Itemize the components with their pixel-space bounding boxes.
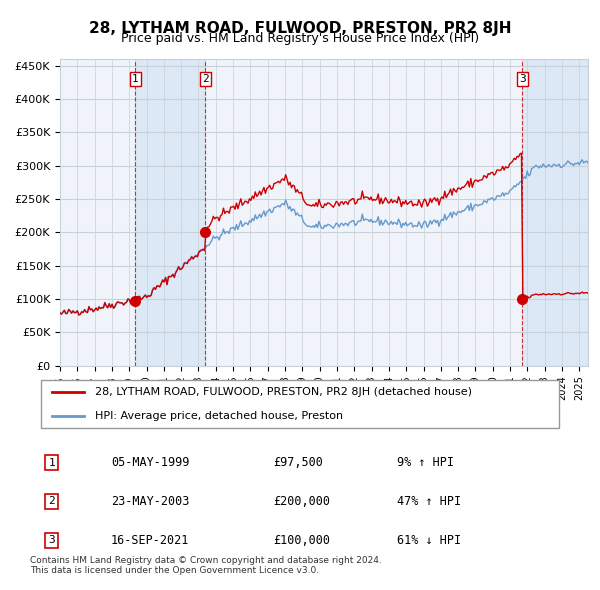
- Text: 9% ↑ HPI: 9% ↑ HPI: [397, 456, 454, 469]
- Text: 28, LYTHAM ROAD, FULWOOD, PRESTON, PR2 8JH: 28, LYTHAM ROAD, FULWOOD, PRESTON, PR2 8…: [89, 21, 511, 35]
- Text: 2: 2: [202, 74, 209, 84]
- Bar: [523, 59, 588, 366]
- Text: 28, LYTHAM ROAD, FULWOOD, PRESTON, PR2 8JH (detached house): 28, LYTHAM ROAD, FULWOOD, PRESTON, PR2 8…: [95, 388, 472, 398]
- Text: 61% ↓ HPI: 61% ↓ HPI: [397, 534, 461, 547]
- Bar: [136, 59, 205, 366]
- Text: 2: 2: [48, 497, 55, 506]
- Text: 3: 3: [48, 536, 55, 545]
- Text: 1: 1: [132, 74, 139, 84]
- Text: HPI: Average price, detached house, Preston: HPI: Average price, detached house, Pres…: [95, 411, 343, 421]
- Text: £100,000: £100,000: [273, 534, 330, 547]
- Text: £97,500: £97,500: [273, 456, 323, 469]
- Text: 16-SEP-2021: 16-SEP-2021: [111, 534, 190, 547]
- Text: 05-MAY-1999: 05-MAY-1999: [111, 456, 190, 469]
- Text: 47% ↑ HPI: 47% ↑ HPI: [397, 495, 461, 508]
- Text: Price paid vs. HM Land Registry's House Price Index (HPI): Price paid vs. HM Land Registry's House …: [121, 32, 479, 45]
- Text: 23-MAY-2003: 23-MAY-2003: [111, 495, 190, 508]
- Text: 1: 1: [48, 458, 55, 467]
- Text: £200,000: £200,000: [273, 495, 330, 508]
- FancyBboxPatch shape: [41, 381, 559, 428]
- Text: 3: 3: [519, 74, 526, 84]
- Text: Contains HM Land Registry data © Crown copyright and database right 2024.
This d: Contains HM Land Registry data © Crown c…: [30, 556, 382, 575]
